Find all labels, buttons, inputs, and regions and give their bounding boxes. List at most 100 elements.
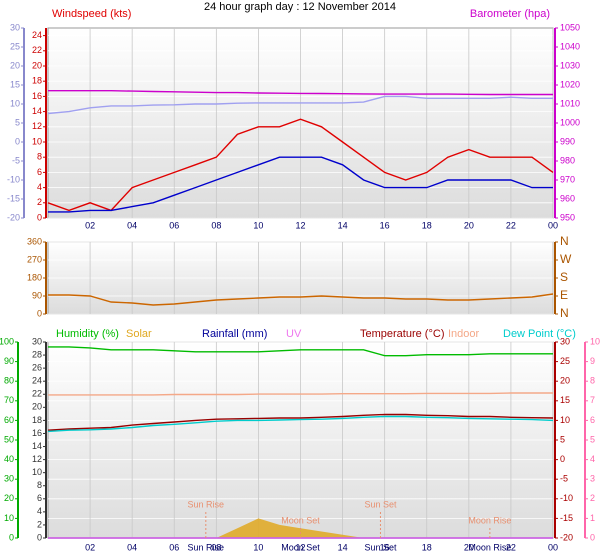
y-tick-label: -10 [7, 174, 20, 184]
y-tick-label: 8 [37, 480, 42, 490]
legend-entry: Humidity (%) [56, 328, 119, 340]
legend-entry: Barometer (hpa) [470, 8, 550, 20]
legend-entry: Rainfall (mm) [202, 328, 267, 340]
y-tick-label: 1030 [560, 60, 580, 70]
y-tick-label: 25 [560, 356, 570, 366]
x-tick-label: 16 [380, 542, 390, 552]
y-tick-label: -15 [7, 193, 20, 203]
legend-entry: UV [286, 328, 302, 340]
y-tick-label: 1040 [560, 41, 580, 51]
y-tick-label: 20 [560, 376, 570, 386]
y-tick-label: 0 [560, 454, 565, 464]
y-tick-label: 10 [10, 98, 20, 108]
y-tick-label: 22 [32, 389, 42, 399]
x-tick-label: 22 [506, 220, 516, 230]
y-tick-label: 1010 [560, 98, 580, 108]
x-tick-label: 06 [169, 542, 179, 552]
y-tick-label: 5 [560, 434, 565, 444]
y-tick-label: W [560, 252, 572, 266]
y-tick-label: 10 [32, 136, 42, 146]
y-tick-label: 9 [590, 356, 595, 366]
y-tick-label: 20 [10, 60, 20, 70]
series-line [48, 90, 553, 96]
y-tick-label: 6 [37, 167, 42, 177]
x-tick-label: 18 [422, 220, 432, 230]
annotation-axis: Moon Rise [468, 542, 511, 552]
y-tick-label: 0 [15, 136, 20, 146]
series-line [47, 413, 554, 431]
y-tick-label: S [560, 270, 568, 284]
x-tick-label: 00 [548, 220, 558, 230]
x-tick-label: 14 [338, 220, 348, 230]
x-tick-label: 04 [127, 220, 137, 230]
y-tick-label: 30 [4, 474, 14, 484]
y-tick-label: -20 [7, 212, 20, 222]
annotation: Sun Rise [188, 499, 225, 509]
x-tick-label: 20 [464, 220, 474, 230]
x-tick-label: 00 [548, 542, 558, 552]
y-tick-label: 0 [590, 532, 595, 542]
x-tick-label: 14 [338, 542, 348, 552]
y-tick-label: 20 [32, 60, 42, 70]
y-tick-label: 90 [32, 290, 42, 300]
y-tick-label: 4 [37, 506, 42, 516]
y-tick-label: 980 [560, 155, 575, 165]
y-tick-label: 0 [37, 532, 42, 542]
x-tick-label: 16 [380, 220, 390, 230]
x-tick-label: 12 [295, 220, 305, 230]
y-tick-label: 30 [560, 336, 570, 346]
legend-entry: Temperature (°C) [360, 328, 444, 340]
x-tick-label: 04 [127, 542, 137, 552]
y-tick-label: 950 [560, 212, 575, 222]
y-tick-label: 14 [32, 441, 42, 451]
series-line [47, 95, 553, 115]
page-title: 24 hour graph day : 12 November 2014 [204, 1, 396, 13]
annotation: Moon Rise [468, 515, 511, 525]
y-tick-label: 5 [15, 117, 20, 127]
y-tick-label: -20 [560, 532, 573, 542]
x-tick-label: 08 [211, 220, 221, 230]
y-tick-label: 30 [32, 336, 42, 346]
y-tick-label: -5 [12, 155, 20, 165]
y-tick-label: E [560, 288, 568, 302]
y-tick-label: 1000 [560, 117, 580, 127]
series-line [48, 346, 553, 357]
y-tick-label: 30 [10, 22, 20, 32]
y-tick-label: N [560, 234, 569, 248]
annotation: Moon Set [281, 515, 320, 525]
y-tick-label: 2 [590, 493, 595, 503]
y-tick-label: 40 [4, 454, 14, 464]
annotation: Sun Set [364, 499, 397, 509]
y-tick-label: 16 [32, 428, 42, 438]
y-tick-label: 8 [37, 152, 42, 162]
y-tick-label: 15 [560, 395, 570, 405]
x-tick-label: 22 [506, 542, 516, 552]
y-tick-label: 360 [27, 236, 42, 246]
x-tick-label: 06 [169, 220, 179, 230]
y-tick-label: 18 [32, 76, 42, 86]
legend-entry: Solar [126, 328, 152, 340]
y-tick-label: 60 [4, 415, 14, 425]
y-tick-label: 100 [0, 336, 14, 346]
y-tick-label: 2 [37, 197, 42, 207]
annotation-axis: Sun Rise [188, 542, 225, 552]
y-tick-label: 990 [560, 136, 575, 146]
y-tick-label: 25 [10, 41, 20, 51]
y-tick-label: 20 [4, 493, 14, 503]
x-tick-label: 08 [211, 542, 221, 552]
y-tick-label: 10 [560, 415, 570, 425]
y-tick-label: 6 [590, 415, 595, 425]
x-tick-label: 18 [422, 542, 432, 552]
y-tick-label: 24 [32, 376, 42, 386]
y-tick-label: 12 [32, 454, 42, 464]
y-tick-label: 12 [32, 121, 42, 131]
y-tick-label: 24 [32, 30, 42, 40]
y-tick-label: 28 [32, 349, 42, 359]
y-tick-label: 0 [9, 532, 14, 542]
y-tick-label: 5 [590, 434, 595, 444]
legend-entry: Indoor [448, 328, 480, 340]
x-tick-label: 12 [295, 542, 305, 552]
y-tick-label: 0 [37, 212, 42, 222]
y-tick-label: 970 [560, 174, 575, 184]
series-line [48, 392, 553, 396]
